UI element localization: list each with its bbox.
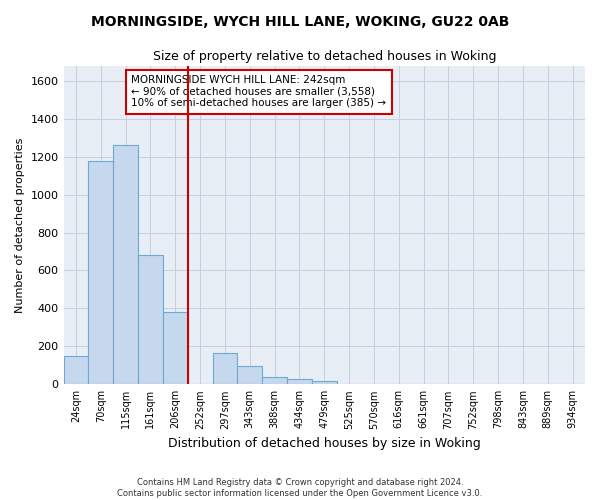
Bar	[138, 256, 163, 384]
Bar	[113, 145, 138, 384]
Text: MORNINGSIDE, WYCH HILL LANE, WOKING, GU22 0AB: MORNINGSIDE, WYCH HILL LANE, WOKING, GU2…	[91, 15, 509, 29]
Bar	[88, 162, 113, 384]
Bar	[163, 312, 188, 384]
Bar	[287, 378, 312, 384]
Y-axis label: Number of detached properties: Number of detached properties	[15, 137, 25, 312]
Bar	[212, 353, 238, 384]
X-axis label: Distribution of detached houses by size in Woking: Distribution of detached houses by size …	[168, 437, 481, 450]
Bar	[64, 356, 88, 384]
Bar	[238, 366, 262, 384]
Bar	[262, 377, 287, 384]
Bar	[312, 380, 337, 384]
Text: Contains HM Land Registry data © Crown copyright and database right 2024.
Contai: Contains HM Land Registry data © Crown c…	[118, 478, 482, 498]
Title: Size of property relative to detached houses in Woking: Size of property relative to detached ho…	[152, 50, 496, 63]
Text: MORNINGSIDE WYCH HILL LANE: 242sqm
← 90% of detached houses are smaller (3,558)
: MORNINGSIDE WYCH HILL LANE: 242sqm ← 90%…	[131, 75, 386, 108]
